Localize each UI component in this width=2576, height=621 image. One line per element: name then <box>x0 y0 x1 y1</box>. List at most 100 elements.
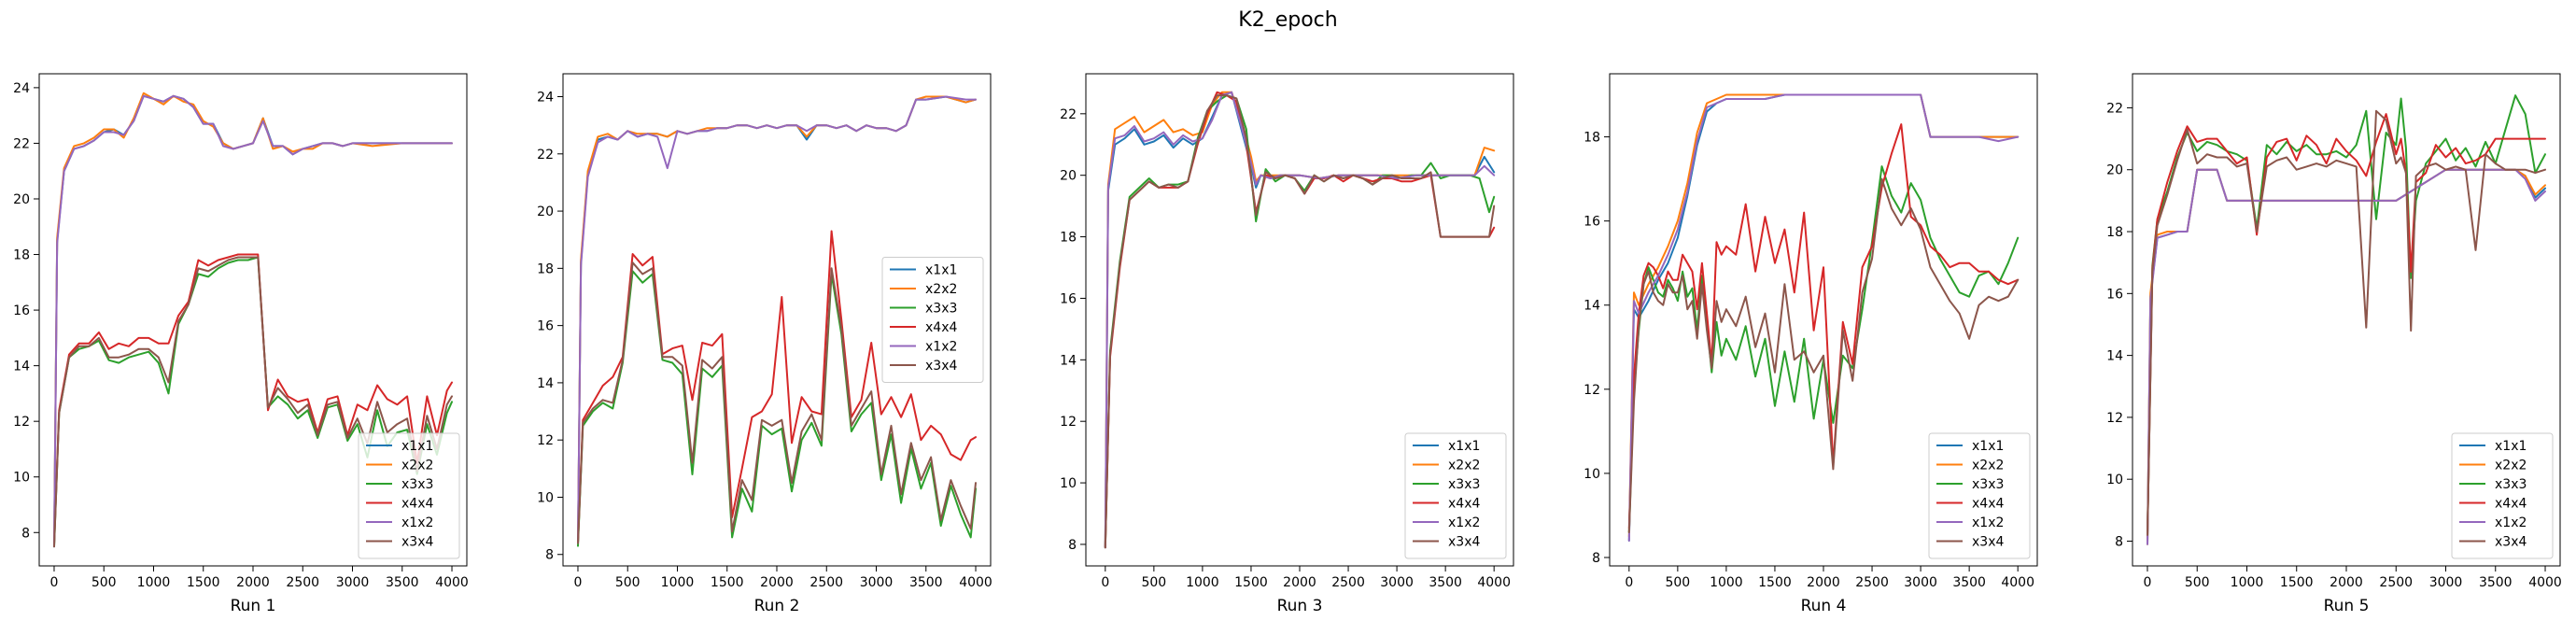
x-tick-label: 2500 <box>286 575 319 590</box>
x-tick-label: 500 <box>2185 575 2210 590</box>
y-tick-label: 20 <box>1060 169 1077 184</box>
y-tick-label: 12 <box>13 415 30 430</box>
legend-label-x3x3: x3x3 <box>1448 477 1480 492</box>
y-tick-label: 16 <box>537 319 554 334</box>
x-tick-label: 2000 <box>1807 575 1840 590</box>
x-tick-label: 2500 <box>1331 575 1365 590</box>
legend-label-x2x2: x2x2 <box>401 459 433 473</box>
y-tick-label: 8 <box>1068 538 1077 553</box>
y-tick-label: 20 <box>13 192 30 207</box>
x-axis-label: Run 4 <box>1801 597 1847 615</box>
series-line-x1x2 <box>53 94 453 548</box>
legend-label-x1x1: x1x1 <box>2495 439 2527 454</box>
series-line-x3x3 <box>577 270 977 547</box>
x-tick-label: 1000 <box>137 575 171 590</box>
subplot-run-1: 0 500 1000 1500 2000 2500 3000 3500 4000 8 10 12 14 1… <box>13 73 469 615</box>
legend-label-x1x2: x1x2 <box>1448 515 1480 530</box>
x-tick-label: 3500 <box>386 575 419 590</box>
x-tick-label: 2000 <box>1283 575 1316 590</box>
y-tick-label: 22 <box>537 148 554 162</box>
series-line-x4x4 <box>577 230 977 544</box>
legend-label-x1x1: x1x1 <box>925 263 957 278</box>
x-tick-label: 3000 <box>1380 575 1414 590</box>
x-axis-label: Run 5 <box>2324 597 2370 615</box>
x-tick-label: 4000 <box>1477 575 1511 590</box>
legend-label-x4x4: x4x4 <box>925 320 957 335</box>
y-tick-label: 18 <box>1584 131 1600 146</box>
x-tick-label: 0 <box>574 575 583 590</box>
y-tick-label: 18 <box>1060 231 1077 246</box>
y-tick-label: 20 <box>537 205 554 219</box>
plot-lines <box>1627 93 2020 542</box>
legend-label-x3x3: x3x3 <box>2495 477 2527 492</box>
x-tick-label: 500 <box>1665 575 1690 590</box>
legend-label-x3x4: x3x4 <box>401 535 433 550</box>
y-tick-label: 8 <box>1592 551 1600 566</box>
y-tick-label: 14 <box>537 376 554 391</box>
y-tick-label: 16 <box>2106 287 2123 302</box>
legend: x1x1 x2x2 x3x3 x4x4 x1x2 x3x4 <box>881 257 984 383</box>
y-tick-label: 10 <box>1060 476 1077 491</box>
y-tick-label: 12 <box>1584 383 1600 398</box>
x-tick-label: 1000 <box>2231 575 2264 590</box>
x-tick-label: 3000 <box>860 575 894 590</box>
y-tick-label: 20 <box>2106 163 2123 178</box>
series-line-x1x2 <box>1627 93 2020 542</box>
y-tick-label: 12 <box>537 433 554 448</box>
x-tick-label: 2000 <box>236 575 270 590</box>
y-tick-label: 10 <box>2106 473 2123 487</box>
x-tick-label: 1500 <box>187 575 220 590</box>
x-axis-label: Run 1 <box>231 597 276 615</box>
x-tick-label: 0 <box>50 575 59 590</box>
y-tick-label: 8 <box>545 548 554 563</box>
series-line-x4x4 <box>2147 113 2546 536</box>
series-line-x3x4 <box>53 256 453 548</box>
subplots: 0 500 1000 1500 2000 2500 3000 3500 4000 8 10 12 14 1… <box>13 73 2562 615</box>
y-tick-label: 10 <box>537 490 554 505</box>
legend-label-x1x1: x1x1 <box>1972 439 2004 454</box>
legend-label-x4x4: x4x4 <box>401 497 433 512</box>
legend-label-x3x4: x3x4 <box>1448 535 1480 550</box>
legend-label-x2x2: x2x2 <box>1972 459 2004 473</box>
series-line-x3x4 <box>1627 177 2020 533</box>
y-tick-label: 10 <box>1584 467 1600 482</box>
legend-label-x1x2: x1x2 <box>1972 515 2004 530</box>
legend: x1x1 x2x2 x3x3 x4x4 x1x2 x3x4 <box>2451 432 2554 559</box>
legend: x1x1 x2x2 x3x3 x4x4 x1x2 x3x4 <box>1928 432 2031 559</box>
legend-label-x3x3: x3x3 <box>925 302 957 317</box>
x-tick-label: 500 <box>615 575 640 590</box>
y-tick-label: 8 <box>21 526 30 541</box>
x-tick-label: 1500 <box>711 575 744 590</box>
legend-label-x1x1: x1x1 <box>1448 439 1480 454</box>
legend: x1x1 x2x2 x3x3 x4x4 x1x2 x3x4 <box>1404 432 1507 559</box>
x-tick-label: 1000 <box>661 575 695 590</box>
x-tick-label: 4000 <box>2528 575 2562 590</box>
x-tick-label: 2500 <box>1855 575 1889 590</box>
x-tick-label: 2000 <box>2330 575 2363 590</box>
series-line-x4x4 <box>1627 123 2020 529</box>
plot-lines <box>53 92 453 548</box>
y-tick-label: 16 <box>1584 215 1600 230</box>
y-tick-label: 24 <box>537 91 554 106</box>
y-tick-label: 14 <box>1060 353 1077 368</box>
y-tick-label: 18 <box>13 248 30 263</box>
x-tick-label: 1500 <box>1758 575 1792 590</box>
series-line-x1x2 <box>577 95 977 544</box>
y-tick-label: 10 <box>13 471 30 486</box>
subplot-run-2: 0 500 1000 1500 2000 2500 3000 3500 4000 8 10 12 14 1… <box>537 73 992 615</box>
y-tick-label: 24 <box>13 81 30 96</box>
plot-lines <box>577 95 977 547</box>
y-tick-label: 22 <box>1060 107 1077 122</box>
y-tick-label: 14 <box>13 360 30 374</box>
y-tick-label: 18 <box>537 261 554 276</box>
legend-label-x4x4: x4x4 <box>2495 497 2527 512</box>
x-tick-label: 3500 <box>2479 575 2513 590</box>
series-line-x4x4 <box>53 253 453 545</box>
legend-label-x4x4: x4x4 <box>1972 497 2004 512</box>
subplot-run-5: 0 500 1000 1500 2000 2500 3000 3500 4000 8 10 12 14 1… <box>2106 73 2562 615</box>
legend-label-x3x3: x3x3 <box>1972 477 2004 492</box>
subplot-run-4: 0 500 1000 1500 2000 2500 3000 3500 4000 8 10 12 14 1… <box>1584 73 2038 615</box>
y-tick-label: 8 <box>2115 534 2123 549</box>
y-tick-label: 22 <box>2106 101 2123 116</box>
